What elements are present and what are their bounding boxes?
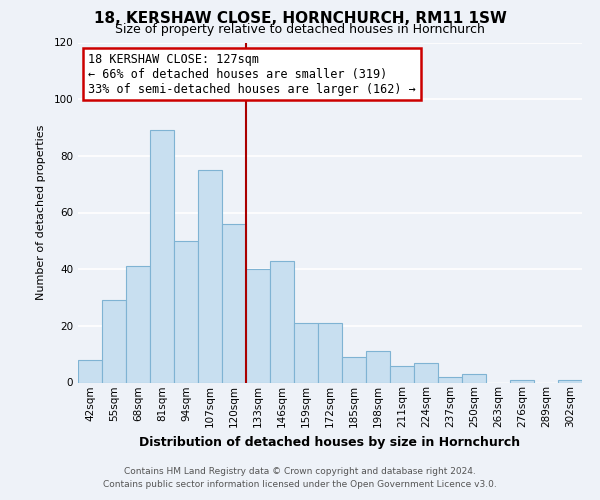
Bar: [294, 323, 318, 382]
Bar: [342, 357, 366, 382]
Bar: [102, 300, 126, 382]
Text: Contains HM Land Registry data © Crown copyright and database right 2024.
Contai: Contains HM Land Registry data © Crown c…: [103, 468, 497, 489]
Bar: [270, 260, 294, 382]
Text: 18 KERSHAW CLOSE: 127sqm
← 66% of detached houses are smaller (319)
33% of semi-: 18 KERSHAW CLOSE: 127sqm ← 66% of detach…: [88, 52, 416, 96]
Bar: [174, 241, 198, 382]
Bar: [222, 224, 246, 382]
Bar: [126, 266, 150, 382]
Text: 18, KERSHAW CLOSE, HORNCHURCH, RM11 1SW: 18, KERSHAW CLOSE, HORNCHURCH, RM11 1SW: [94, 11, 506, 26]
Bar: [510, 380, 534, 382]
Y-axis label: Number of detached properties: Number of detached properties: [37, 125, 46, 300]
Bar: [366, 352, 390, 382]
Bar: [462, 374, 486, 382]
Bar: [198, 170, 222, 382]
Bar: [78, 360, 102, 382]
Text: Size of property relative to detached houses in Hornchurch: Size of property relative to detached ho…: [115, 22, 485, 36]
Bar: [318, 323, 342, 382]
X-axis label: Distribution of detached houses by size in Hornchurch: Distribution of detached houses by size …: [139, 436, 521, 448]
Bar: [390, 366, 414, 382]
Bar: [414, 362, 438, 382]
Bar: [438, 377, 462, 382]
Bar: [150, 130, 174, 382]
Bar: [246, 269, 270, 382]
Bar: [558, 380, 582, 382]
